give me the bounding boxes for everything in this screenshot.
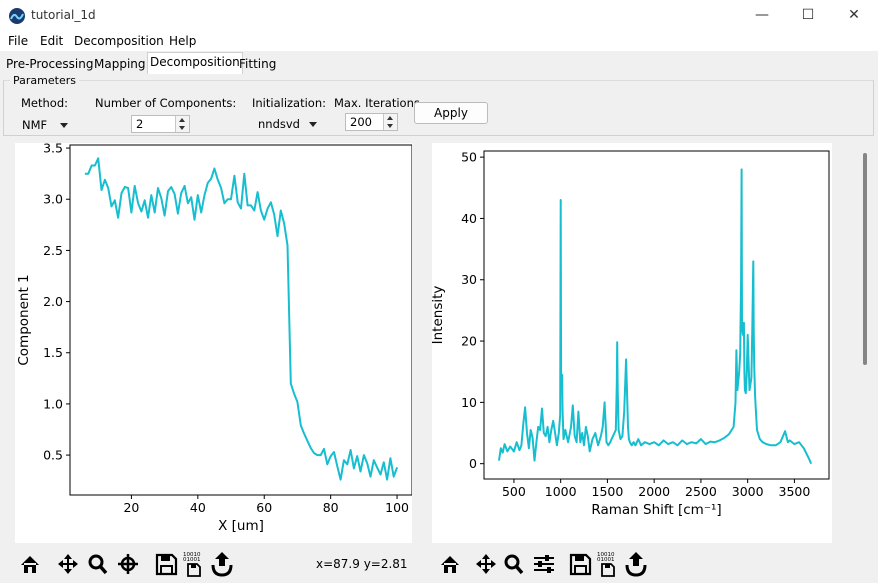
spin-arrows-icon[interactable]: [383, 114, 397, 130]
svg-text:01001: 01001: [183, 557, 201, 563]
component-plot-panel[interactable]: 20 40 60 80 100 0.5 1.0 1.5 2.0 2.5 3.0 3.5 X [um] Co…: [15, 141, 413, 543]
max-iterations-value: 200: [350, 115, 372, 129]
x-tick-label: 20: [123, 500, 139, 515]
y-tick-label: 3.5: [43, 143, 63, 156]
title-bar: tutorial_1d — ☐ ✕: [0, 0, 878, 31]
components-value: 2: [136, 117, 144, 131]
maximize-button[interactable]: ☐: [801, 7, 815, 23]
scrollbar-thumb[interactable]: [863, 153, 867, 365]
export-icon[interactable]: [208, 548, 236, 580]
x-tick-label: 100: [385, 500, 409, 515]
x-tick-label: 2500: [685, 484, 717, 499]
x-tick-label: 1500: [592, 484, 624, 499]
spin-arrows-icon[interactable]: [175, 116, 189, 132]
y-tick-label: 30: [461, 272, 477, 287]
component-chart[interactable]: 20 40 60 80 100 0.5 1.0 1.5 2.0 2.5 3.0 3.5 X [um] Co…: [15, 141, 413, 543]
left-plot-toolbar: 10010 01001: [14, 548, 414, 582]
method-select[interactable]: NMF: [18, 116, 74, 134]
y-tick-label: 1.5: [43, 345, 63, 360]
svg-text:10010: 10010: [597, 552, 615, 558]
y-tick-label: 40: [461, 211, 477, 226]
y-tick-label: 0: [469, 456, 477, 471]
x-tick-label: 80: [323, 500, 339, 515]
menu-help[interactable]: Help: [169, 34, 197, 48]
y-tick-label: 2.0: [43, 294, 63, 309]
tab-decomposition[interactable]: Decomposition: [147, 52, 243, 74]
y-axis-label: Intensity: [432, 286, 446, 345]
initialization-label: Initialization:: [252, 96, 327, 110]
initialization-select[interactable]: nndsvd: [254, 116, 320, 134]
max-iterations-label: Max. Iterations: [334, 96, 420, 110]
pan-icon[interactable]: [54, 548, 82, 580]
tab-mapping[interactable]: Mapping: [94, 57, 146, 71]
x-tick-label: 500: [502, 484, 526, 499]
y-tick-label: 2.5: [43, 243, 63, 258]
save-icon[interactable]: [152, 548, 180, 580]
tab-fitting[interactable]: Fitting: [239, 57, 277, 71]
spectrum-plot-panel[interactable]: 500 1000 1500 2000 2500 3000 3500 0 10 20 30 40 50 Ra…: [430, 143, 832, 543]
chevron-down-icon: [309, 122, 317, 127]
menu-bar: File Edit Decomposition Help: [0, 31, 878, 51]
x-tick-label: 3000: [732, 484, 764, 499]
parameters-legend: Parameters: [10, 74, 79, 87]
parameters-group: Parameters: [3, 74, 874, 136]
home-icon[interactable]: [16, 548, 44, 580]
menu-file[interactable]: File: [8, 34, 29, 48]
window-title: tutorial_1d: [31, 8, 96, 22]
x-tick-label: 2000: [638, 484, 670, 499]
cursor-coordinates: x=87.9 y=2.81: [316, 557, 408, 571]
y-tick-label: 10: [461, 395, 477, 410]
x-tick-label: 60: [256, 500, 272, 515]
series-line: [84, 157, 399, 481]
tab-bar: Pre-Processing Mapping Decomposition Fit…: [0, 51, 878, 74]
method-label: Method:: [21, 96, 69, 110]
components-spinbox[interactable]: 2: [131, 115, 190, 133]
y-tick-label: 20: [461, 334, 477, 349]
vertical-scrollbar[interactable]: [858, 143, 874, 543]
minimize-button[interactable]: —: [755, 7, 769, 23]
save-icon[interactable]: [566, 548, 594, 580]
method-value: NMF: [22, 118, 48, 132]
spectrum-chart[interactable]: 500 1000 1500 2000 2500 3000 3500 0 10 20 30 40 50 Ra…: [430, 143, 832, 543]
x-tick-label: 40: [190, 500, 206, 515]
pan-icon[interactable]: [472, 548, 500, 580]
x-axis-label: X [um]: [218, 518, 264, 534]
y-axis-label: Component 1: [16, 274, 32, 365]
right-plot-toolbar: 10010 01001: [434, 548, 664, 582]
plot-frame: [483, 150, 830, 480]
home-icon[interactable]: [436, 548, 464, 580]
initialization-value: nndsvd: [258, 117, 300, 131]
x-tick-label: 3500: [779, 484, 811, 499]
svg-text:10010: 10010: [183, 552, 201, 558]
y-tick-label: 0.5: [43, 448, 63, 463]
max-iterations-spinbox[interactable]: 200: [345, 113, 398, 131]
zoom-icon[interactable]: [500, 548, 528, 580]
app-logo-icon: [9, 8, 25, 24]
sliders-icon[interactable]: [530, 548, 558, 580]
y-tick-label: 50: [461, 150, 477, 165]
apply-button[interactable]: Apply: [414, 102, 488, 124]
close-button[interactable]: ✕: [848, 7, 860, 23]
crosshair-icon[interactable]: [114, 548, 142, 580]
zoom-icon[interactable]: [84, 548, 112, 580]
y-tick-label: 1.0: [43, 396, 63, 411]
menu-decomposition[interactable]: Decomposition: [74, 34, 164, 48]
export-icon[interactable]: [622, 548, 650, 580]
y-tick-label: 3.0: [43, 192, 63, 207]
menu-edit[interactable]: Edit: [40, 34, 64, 48]
tab-pre-processing[interactable]: Pre-Processing: [6, 57, 94, 71]
components-label: Number of Components:: [95, 96, 237, 110]
svg-text:01001: 01001: [597, 557, 615, 563]
x-axis-label: Raman Shift [cm⁻¹]: [591, 502, 721, 518]
series-line: [498, 168, 813, 465]
chevron-down-icon: [60, 123, 68, 128]
x-tick-label: 1000: [545, 484, 577, 499]
